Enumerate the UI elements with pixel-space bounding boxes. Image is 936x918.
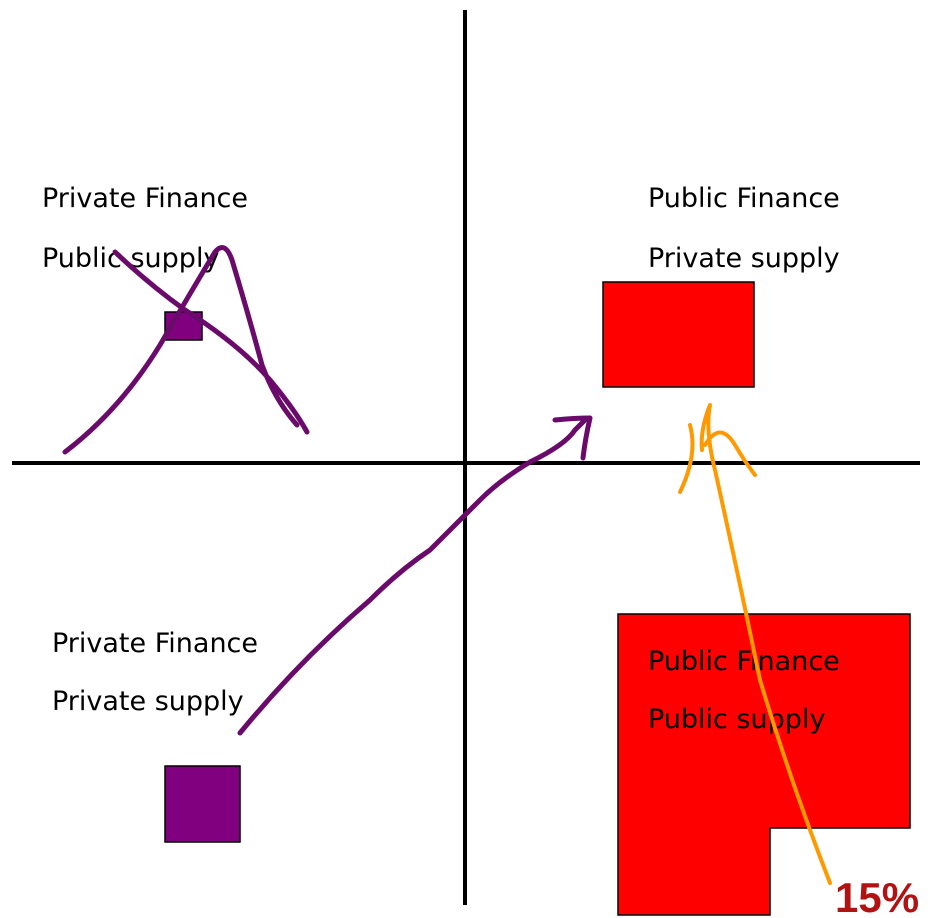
- quadrant-label: Private Finance: [42, 183, 248, 214]
- orange-arrow: [678, 403, 832, 885]
- quadrant-label: Public supply: [648, 704, 825, 735]
- purple-square: [164, 765, 241, 843]
- quadrant-label: Private Finance: [52, 628, 258, 659]
- quadrant-label: Public Finance: [648, 646, 840, 677]
- red-l-shape: [617, 613, 911, 916]
- quadrant-label: Private supply: [52, 686, 244, 717]
- quadrant-label: Public Finance: [648, 183, 840, 214]
- annotation: 15%: [835, 874, 919, 918]
- quadrant-label: Private supply: [648, 243, 840, 274]
- red-rectangle: [602, 281, 755, 388]
- purple-arrow: [237, 415, 593, 736]
- purple-scribble: [62, 245, 310, 455]
